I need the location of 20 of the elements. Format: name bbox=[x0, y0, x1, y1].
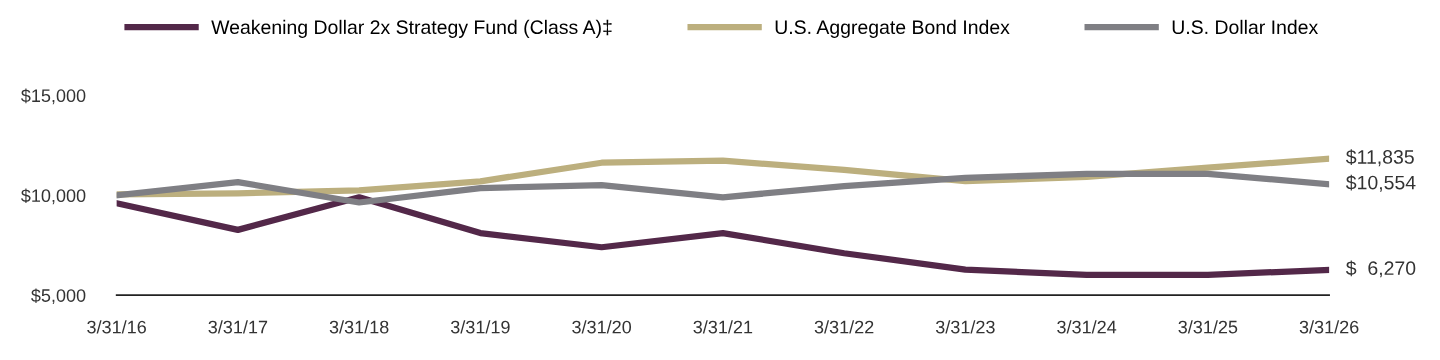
legend-label: U.S. Dollar Index bbox=[1172, 19, 1319, 35]
x-tick-label: 3/31/19 bbox=[450, 320, 510, 334]
x-tick-label: 3/31/20 bbox=[572, 320, 632, 334]
x-tick-label: 3/31/26 bbox=[1299, 320, 1359, 334]
legend-label: Weakening Dollar 2x Strategy Fund (Class A)‡ bbox=[211, 19, 612, 38]
x-tick-label: 3/31/23 bbox=[935, 320, 995, 334]
x-tick-label: 3/31/24 bbox=[1057, 320, 1117, 334]
x-tick-label: 3/31/22 bbox=[814, 320, 874, 334]
x-tick-label: 3/31/21 bbox=[693, 320, 753, 334]
annotation: $11,835 bbox=[1346, 149, 1414, 167]
annotation: $ 6,270 bbox=[1346, 260, 1416, 278]
x-tick-label: 3/31/18 bbox=[329, 320, 389, 334]
y-tick-label: $5,000 bbox=[31, 288, 86, 305]
y-tick-label: $15,000 bbox=[21, 88, 86, 105]
x-tick-label: 3/31/16 bbox=[87, 320, 146, 334]
annotation: $10,554 bbox=[1346, 174, 1416, 192]
legend-label: U.S. Aggregate Bond Index bbox=[775, 19, 1010, 38]
x-tick-label: 3/31/25 bbox=[1178, 320, 1238, 334]
y-tick-label: $10,000 bbox=[21, 188, 86, 205]
x-tick-label: 3/31/17 bbox=[208, 320, 268, 334]
